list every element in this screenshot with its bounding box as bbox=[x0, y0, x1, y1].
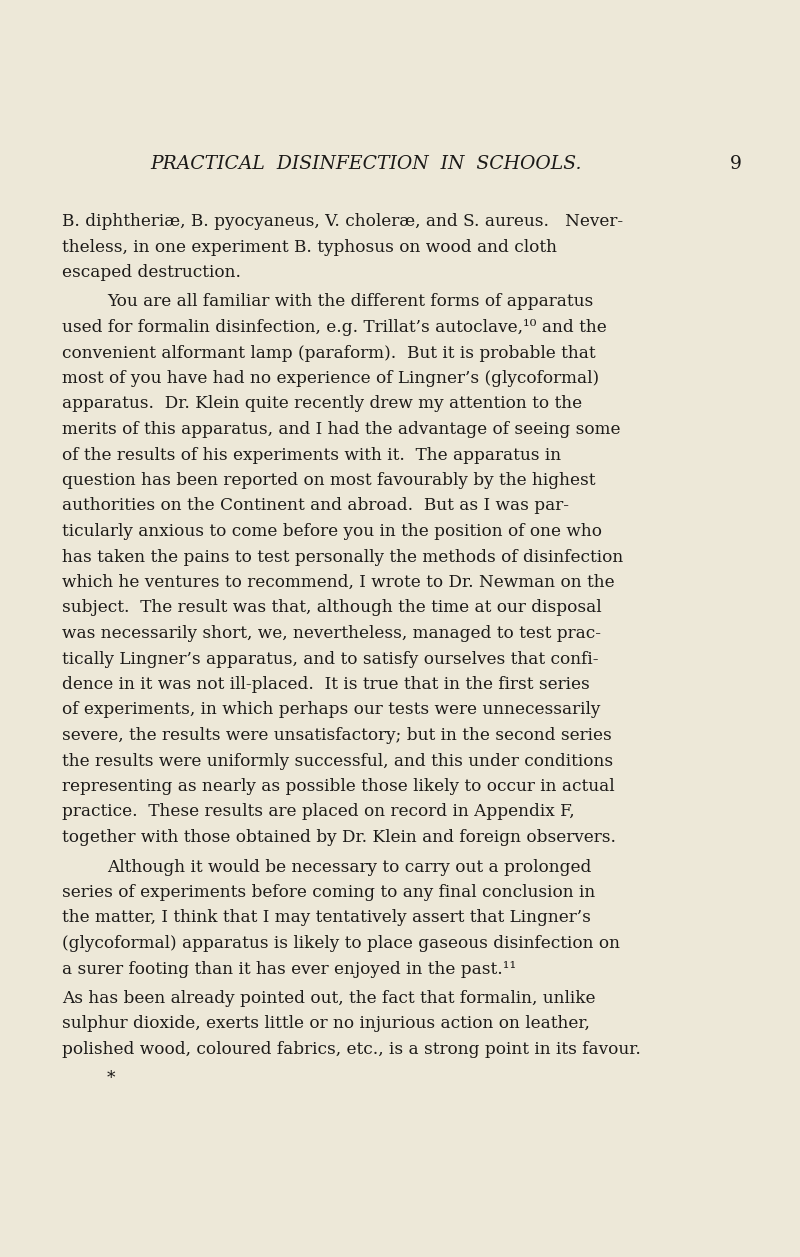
Text: ticularly anxious to come before you in the position of one who: ticularly anxious to come before you in … bbox=[62, 523, 602, 541]
Text: authorities on the Continent and abroad.  But as I was par-: authorities on the Continent and abroad.… bbox=[62, 498, 569, 514]
Text: Although it would be necessary to carry out a prolonged: Although it would be necessary to carry … bbox=[107, 859, 591, 875]
Text: 9: 9 bbox=[730, 155, 742, 173]
Text: a surer footing than it has ever enjoyed in the past.¹¹: a surer footing than it has ever enjoyed… bbox=[62, 960, 516, 978]
Text: together with those obtained by Dr. Klein and foreign observers.: together with those obtained by Dr. Klei… bbox=[62, 830, 616, 846]
Text: tically Lingner’s apparatus, and to satisfy ourselves that confi-: tically Lingner’s apparatus, and to sati… bbox=[62, 651, 598, 667]
Text: of experiments, in which perhaps our tests were unnecessarily: of experiments, in which perhaps our tes… bbox=[62, 701, 600, 719]
Text: B. diphtheriæ, B. pyocyaneus, V. choleræ, and S. aureus.   Never-: B. diphtheriæ, B. pyocyaneus, V. choleræ… bbox=[62, 212, 623, 230]
Text: dence in it was not ill-placed.  It is true that in the first series: dence in it was not ill-placed. It is tr… bbox=[62, 676, 590, 693]
Text: question has been reported on most favourably by the highest: question has been reported on most favou… bbox=[62, 471, 595, 489]
Text: *: * bbox=[107, 1071, 115, 1087]
Text: of the results of his experiments with it.  The apparatus in: of the results of his experiments with i… bbox=[62, 446, 561, 464]
Text: used for formalin disinfection, e.g. Trillat’s autoclave,¹⁰ and the: used for formalin disinfection, e.g. Tri… bbox=[62, 319, 606, 336]
Text: the results were uniformly successful, and this under conditions: the results were uniformly successful, a… bbox=[62, 753, 613, 769]
Text: As has been already pointed out, the fact that formalin, unlike: As has been already pointed out, the fac… bbox=[62, 991, 595, 1007]
Text: You are all familiar with the different forms of apparatus: You are all familiar with the different … bbox=[107, 293, 594, 310]
Text: PRACTICAL  DISINFECTION  IN  SCHOOLS.: PRACTICAL DISINFECTION IN SCHOOLS. bbox=[150, 155, 582, 173]
Text: which he ventures to recommend, I wrote to Dr. Newman on the: which he ventures to recommend, I wrote … bbox=[62, 574, 614, 591]
Text: escaped destruction.: escaped destruction. bbox=[62, 264, 241, 282]
Text: polished wood, coloured fabrics, etc., is a strong point in its favour.: polished wood, coloured fabrics, etc., i… bbox=[62, 1041, 641, 1058]
Text: series of experiments before coming to any final conclusion in: series of experiments before coming to a… bbox=[62, 884, 595, 901]
Text: practice.  These results are placed on record in Appendix F,: practice. These results are placed on re… bbox=[62, 803, 574, 821]
Text: was necessarily short, we, nevertheless, managed to test prac-: was necessarily short, we, nevertheless,… bbox=[62, 625, 601, 642]
Text: severe, the results were unsatisfactory; but in the second series: severe, the results were unsatisfactory;… bbox=[62, 727, 612, 744]
Text: (glycoformal) apparatus is likely to place gaseous disinfection on: (glycoformal) apparatus is likely to pla… bbox=[62, 935, 620, 952]
Text: theless, in one experiment B. typhosus on wood and cloth: theless, in one experiment B. typhosus o… bbox=[62, 239, 557, 255]
Text: has taken the pains to test personally the methods of disinfection: has taken the pains to test personally t… bbox=[62, 548, 623, 566]
Text: merits of this apparatus, and I had the advantage of seeing some: merits of this apparatus, and I had the … bbox=[62, 421, 621, 437]
Text: representing as nearly as possible those likely to occur in actual: representing as nearly as possible those… bbox=[62, 778, 614, 794]
Text: most of you have had no experience of Lingner’s (glycoformal): most of you have had no experience of Li… bbox=[62, 370, 599, 387]
Text: subject.  The result was that, although the time at our disposal: subject. The result was that, although t… bbox=[62, 600, 602, 616]
Text: sulphur dioxide, exerts little or no injurious action on leather,: sulphur dioxide, exerts little or no inj… bbox=[62, 1016, 590, 1032]
Text: the matter, I think that I may tentatively assert that Lingner’s: the matter, I think that I may tentative… bbox=[62, 910, 591, 926]
Text: apparatus.  Dr. Klein quite recently drew my attention to the: apparatus. Dr. Klein quite recently drew… bbox=[62, 396, 582, 412]
Text: convenient alformant lamp (paraform).  But it is probable that: convenient alformant lamp (paraform). Bu… bbox=[62, 344, 596, 362]
